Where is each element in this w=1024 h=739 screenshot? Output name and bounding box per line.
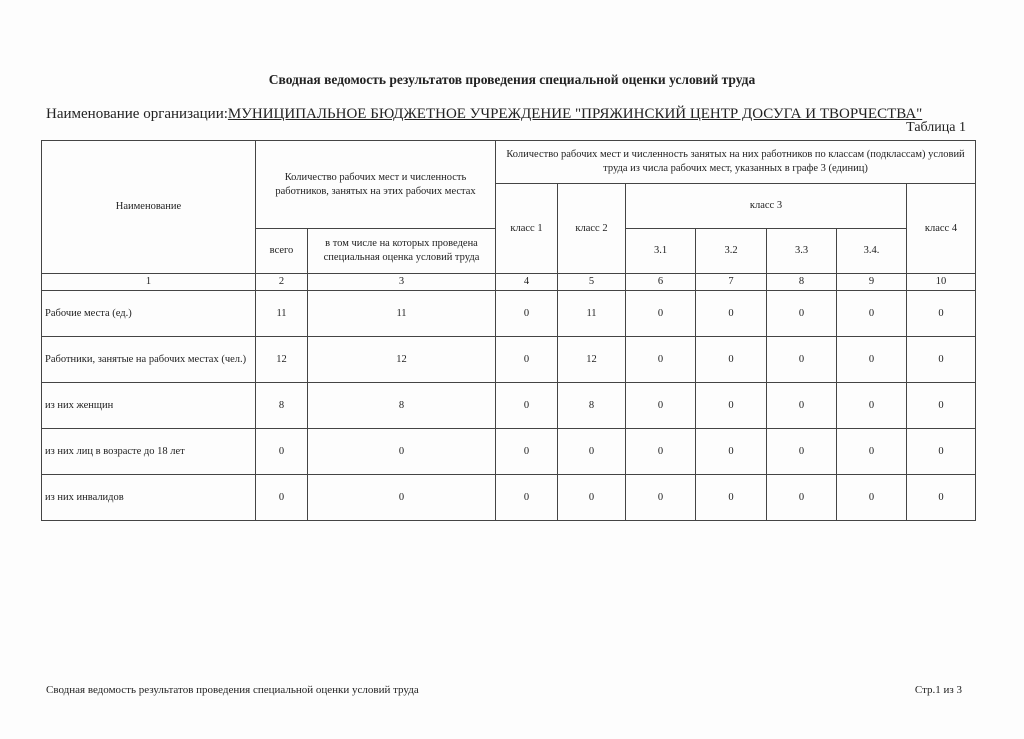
footer-title: Сводная ведомость результатов проведения… xyxy=(46,684,419,696)
cell-value: 0 xyxy=(255,428,308,475)
header-class4: класс 4 xyxy=(906,183,976,274)
cell-value: 0 xyxy=(906,290,976,337)
header-assessed: в том числе на которых проведена специал… xyxy=(307,228,496,274)
cell-value: 11 xyxy=(307,290,496,337)
document-title: Сводная ведомость результатов проведения… xyxy=(268,72,756,87)
cell-value: 0 xyxy=(766,290,837,337)
cell-value: 0 xyxy=(255,474,308,521)
header-sub-3-2: 3.2 xyxy=(695,228,767,274)
column-numbers-row: 1 2 3 4 5 6 7 8 9 10 xyxy=(41,273,976,291)
cell-value: 8 xyxy=(307,382,496,429)
header-class2: класс 2 xyxy=(557,183,626,274)
table-row: из них женщин 8 8 0 8 0 0 0 0 0 xyxy=(41,382,976,429)
cell-value: 0 xyxy=(906,428,976,475)
organization-name: МУНИЦИПАЛЬНОЕ БЮДЖЕТНОЕ УЧРЕЖДЕНИЕ "ПРЯЖ… xyxy=(227,106,923,122)
cell-value: 0 xyxy=(495,290,558,337)
header-by-class: Количество рабочих мест и численность за… xyxy=(495,140,976,184)
cell-value: 0 xyxy=(906,474,976,521)
cell-value: 0 xyxy=(495,474,558,521)
cell-value: 0 xyxy=(906,382,976,429)
column-number: 5 xyxy=(557,273,626,291)
cell-value: 0 xyxy=(307,474,496,521)
column-number: 10 xyxy=(906,273,976,291)
table-label: Таблица 1 xyxy=(906,120,966,135)
row-name: из них женщин xyxy=(41,382,256,429)
cell-value: 0 xyxy=(495,336,558,383)
cell-value: 0 xyxy=(836,336,907,383)
cell-value: 0 xyxy=(625,382,696,429)
cell-value: 8 xyxy=(255,382,308,429)
cell-value: 11 xyxy=(557,290,626,337)
column-number: 6 xyxy=(625,273,696,291)
header-sub-3-1: 3.1 xyxy=(625,228,696,274)
header-class3: класс 3 xyxy=(625,183,907,229)
cell-value: 0 xyxy=(836,428,907,475)
cell-value: 0 xyxy=(836,474,907,521)
cell-value: 0 xyxy=(307,428,496,475)
cell-value: 8 xyxy=(557,382,626,429)
cell-value: 0 xyxy=(695,336,767,383)
table-row: Рабочие места (ед.) 11 11 0 11 0 0 0 0 0 xyxy=(41,290,976,337)
cell-value: 11 xyxy=(255,290,308,337)
cell-value: 0 xyxy=(766,428,837,475)
cell-value: 12 xyxy=(307,336,496,383)
header-sub-3-4: 3.4. xyxy=(836,228,907,274)
cell-value: 0 xyxy=(695,382,767,429)
cell-value: 0 xyxy=(695,290,767,337)
cell-value: 0 xyxy=(495,428,558,475)
cell-value: 0 xyxy=(625,428,696,475)
column-number: 3 xyxy=(307,273,496,291)
cell-value: 0 xyxy=(625,336,696,383)
cell-value: 0 xyxy=(625,290,696,337)
page-number: Стр.1 из 3 xyxy=(914,684,962,696)
summary-table: Наименование Количество рабочих мест и ч… xyxy=(41,140,976,521)
header-class1: класс 1 xyxy=(495,183,558,274)
cell-value: 12 xyxy=(255,336,308,383)
cell-value: 0 xyxy=(625,474,696,521)
header-sub-3-3: 3.3 xyxy=(766,228,837,274)
row-name: Рабочие места (ед.) xyxy=(41,290,256,337)
column-number: 4 xyxy=(495,273,558,291)
cell-value: 0 xyxy=(766,382,837,429)
column-number: 7 xyxy=(695,273,767,291)
cell-value: 0 xyxy=(695,474,767,521)
cell-value: 0 xyxy=(766,474,837,521)
column-number: 8 xyxy=(766,273,837,291)
table-row: из них инвалидов 0 0 0 0 0 0 0 0 0 xyxy=(41,474,976,521)
row-name: из них лиц в возрасте до 18 лет xyxy=(41,428,256,475)
row-name: из них инвалидов xyxy=(41,474,256,521)
cell-value: 0 xyxy=(836,290,907,337)
organization-line: Наименование организации:МУНИЦИПАЛЬНОЕ Б… xyxy=(46,106,922,123)
header-total: всего xyxy=(255,228,308,274)
header-workplaces: Количество рабочих мест и численность ра… xyxy=(255,140,496,229)
cell-value: 0 xyxy=(906,336,976,383)
cell-value: 0 xyxy=(766,336,837,383)
column-number: 1 xyxy=(41,273,256,291)
cell-value: 0 xyxy=(557,428,626,475)
cell-value: 0 xyxy=(557,474,626,521)
cell-value: 0 xyxy=(836,382,907,429)
cell-value: 12 xyxy=(557,336,626,383)
cell-value: 0 xyxy=(695,428,767,475)
organization-label: Наименование организации: xyxy=(46,106,228,122)
table-row: из них лиц в возрасте до 18 лет 0 0 0 0 0 0 0 0 0 xyxy=(41,428,976,475)
table-row: Работники, занятые на рабочих местах (че… xyxy=(41,336,976,383)
column-number: 2 xyxy=(255,273,308,291)
header-name: Наименование xyxy=(41,140,256,274)
row-name: Работники, занятые на рабочих местах (че… xyxy=(41,336,256,383)
cell-value: 0 xyxy=(495,382,558,429)
column-number: 9 xyxy=(836,273,907,291)
